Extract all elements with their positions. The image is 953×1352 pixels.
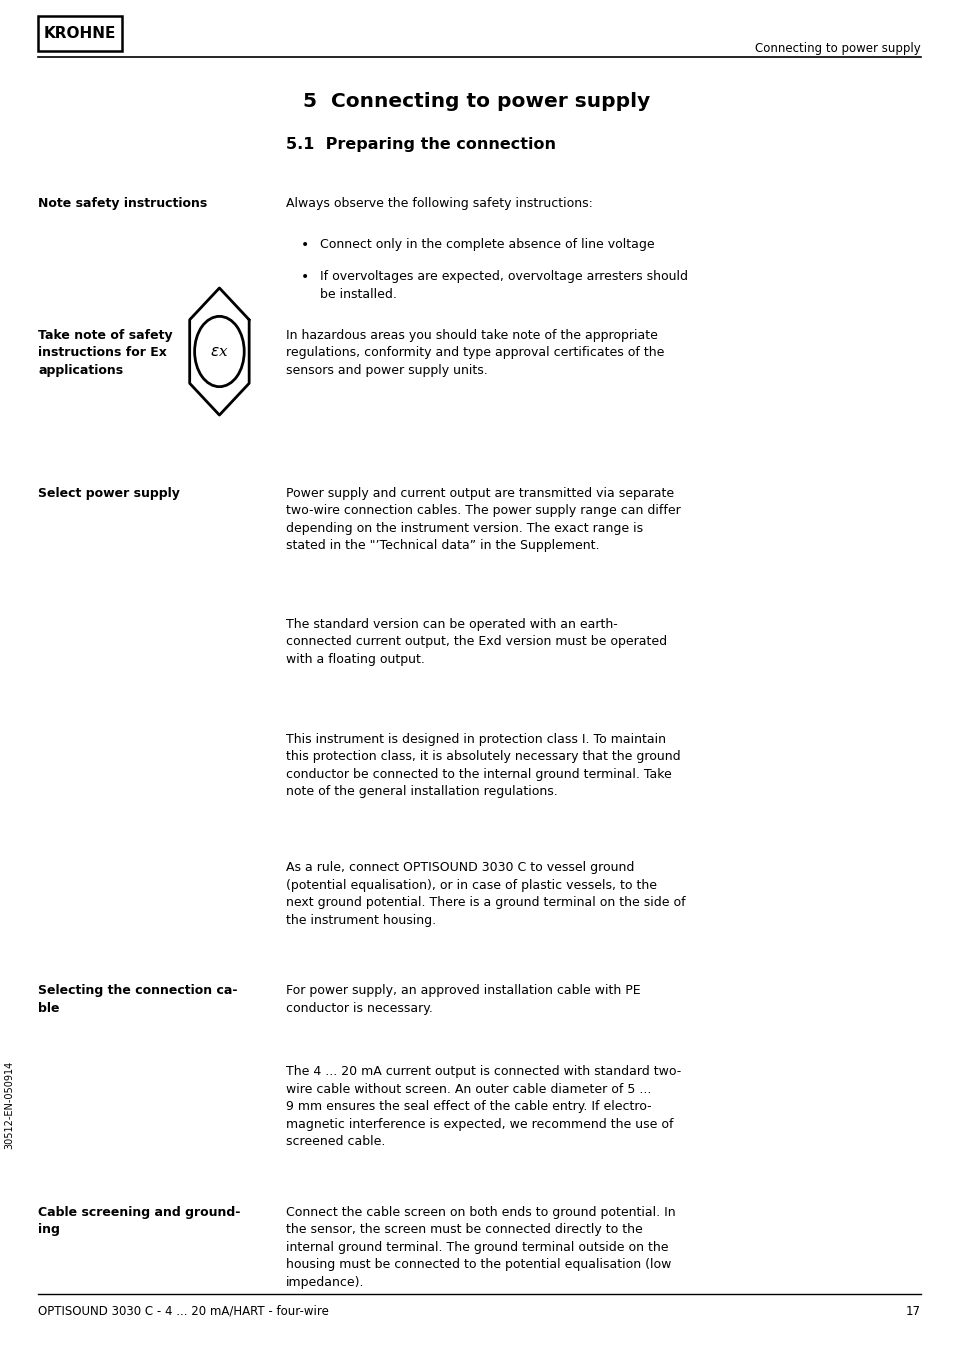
Text: For power supply, an approved installation cable with PE
conductor is necessary.: For power supply, an approved installati…	[286, 984, 640, 1015]
Text: Connecting to power supply: Connecting to power supply	[754, 42, 920, 55]
Text: The standard version can be operated with an earth-
connected current output, th: The standard version can be operated wit…	[286, 618, 667, 667]
Circle shape	[194, 316, 244, 387]
Text: Connect the cable screen on both ends to ground potential. In
the sensor, the sc: Connect the cable screen on both ends to…	[286, 1206, 675, 1288]
Text: $\epsilon$x: $\epsilon$x	[210, 345, 229, 358]
Text: This instrument is designed in protection class I. To maintain
this protection c: This instrument is designed in protectio…	[286, 733, 680, 798]
Text: Select power supply: Select power supply	[38, 487, 180, 500]
Text: 17: 17	[904, 1305, 920, 1318]
Text: 5.1  Preparing the connection: 5.1 Preparing the connection	[286, 137, 556, 153]
Text: The 4 ... 20 mA current output is connected with standard two-
wire cable withou: The 4 ... 20 mA current output is connec…	[286, 1065, 680, 1148]
Text: 5  Connecting to power supply: 5 Connecting to power supply	[303, 92, 650, 111]
Text: In hazardous areas you should take note of the appropriate
regulations, conformi: In hazardous areas you should take note …	[286, 329, 664, 377]
Text: Note safety instructions: Note safety instructions	[38, 197, 207, 211]
Text: Cable screening and ground-
ing: Cable screening and ground- ing	[38, 1206, 240, 1237]
Text: Selecting the connection ca-
ble: Selecting the connection ca- ble	[38, 984, 237, 1015]
Text: Take note of safety
instructions for Ex
applications: Take note of safety instructions for Ex …	[38, 329, 172, 377]
Text: 30512-EN-050914: 30512-EN-050914	[5, 1061, 14, 1149]
Text: OPTISOUND 3030 C - 4 ... 20 mA/HART - four-wire: OPTISOUND 3030 C - 4 ... 20 mA/HART - fo…	[38, 1305, 329, 1318]
Text: Always observe the following safety instructions:: Always observe the following safety inst…	[286, 197, 593, 211]
Text: Power supply and current output are transmitted via separate
two-wire connection: Power supply and current output are tran…	[286, 487, 680, 552]
Text: •: •	[301, 238, 309, 251]
Text: Connect only in the complete absence of line voltage: Connect only in the complete absence of …	[319, 238, 654, 251]
Text: KROHNE: KROHNE	[44, 26, 116, 42]
Text: •: •	[301, 270, 309, 284]
Text: As a rule, connect OPTISOUND 3030 C to vessel ground
(potential equalisation), o: As a rule, connect OPTISOUND 3030 C to v…	[286, 861, 685, 926]
Text: If overvoltages are expected, overvoltage arresters should
be installed.: If overvoltages are expected, overvoltag…	[319, 270, 687, 301]
Bar	[38, 16, 122, 51]
